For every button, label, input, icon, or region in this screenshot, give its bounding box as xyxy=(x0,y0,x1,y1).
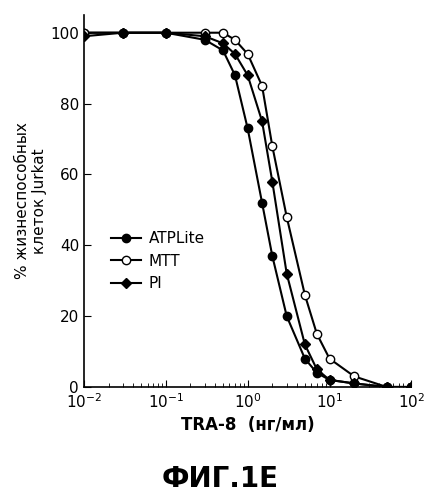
MTT xyxy=(260,83,265,89)
PI xyxy=(314,366,319,372)
Line: MTT: MTT xyxy=(80,28,415,391)
PI xyxy=(163,30,169,36)
PI xyxy=(202,33,208,39)
MTT xyxy=(327,356,332,362)
ATPLite xyxy=(163,30,169,36)
MTT xyxy=(284,214,290,220)
PI xyxy=(327,377,332,383)
Text: ФИГ.1E: ФИГ.1E xyxy=(161,465,279,493)
ATPLite xyxy=(245,125,250,131)
PI xyxy=(245,72,250,78)
Y-axis label: % жизнеспособных
клеток Jurkat: % жизнеспособных клеток Jurkat xyxy=(15,123,48,279)
PI xyxy=(352,380,357,386)
X-axis label: TRA-8  (нг/мл): TRA-8 (нг/мл) xyxy=(181,416,315,434)
MTT xyxy=(232,37,238,43)
ATPLite xyxy=(352,380,357,386)
ATPLite xyxy=(302,356,308,362)
ATPLite xyxy=(314,370,319,376)
PI xyxy=(260,118,265,124)
PI xyxy=(232,51,238,57)
MTT xyxy=(220,30,226,36)
MTT xyxy=(81,30,87,36)
MTT xyxy=(384,384,389,390)
MTT xyxy=(409,384,414,390)
PI xyxy=(409,384,414,390)
PI xyxy=(384,384,389,390)
PI xyxy=(284,270,290,276)
PI xyxy=(120,30,125,36)
MTT xyxy=(314,331,319,337)
Legend: ATPLite, MTT, PI: ATPLite, MTT, PI xyxy=(105,225,211,297)
Line: PI: PI xyxy=(81,29,415,390)
MTT xyxy=(352,373,357,379)
ATPLite xyxy=(81,30,87,36)
ATPLite xyxy=(270,253,275,259)
ATPLite xyxy=(260,200,265,206)
ATPLite xyxy=(120,30,125,36)
PI xyxy=(81,33,87,39)
MTT xyxy=(302,292,308,298)
PI xyxy=(220,40,226,46)
MTT xyxy=(163,30,169,36)
MTT xyxy=(270,143,275,149)
Line: ATPLite: ATPLite xyxy=(80,28,415,391)
MTT xyxy=(202,30,208,36)
MTT xyxy=(245,51,250,57)
PI xyxy=(270,179,275,185)
ATPLite xyxy=(202,37,208,43)
ATPLite xyxy=(284,313,290,319)
PI xyxy=(302,341,308,347)
ATPLite xyxy=(232,72,238,78)
ATPLite xyxy=(327,377,332,383)
ATPLite xyxy=(409,384,414,390)
MTT xyxy=(120,30,125,36)
ATPLite xyxy=(220,47,226,53)
ATPLite xyxy=(384,384,389,390)
